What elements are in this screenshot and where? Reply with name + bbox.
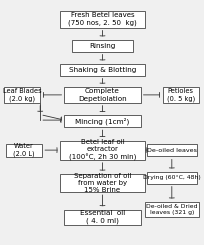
Text: Betel leaf oil
extractor
(100°C, 2h 30 min): Betel leaf oil extractor (100°C, 2h 30 m… [69,139,135,161]
FancyBboxPatch shape [6,144,42,157]
FancyBboxPatch shape [4,87,40,103]
FancyBboxPatch shape [64,209,140,225]
FancyBboxPatch shape [60,11,144,28]
FancyBboxPatch shape [64,115,140,127]
Text: Separation of oil
from water by
15% Brine: Separation of oil from water by 15% Brin… [73,173,131,193]
FancyBboxPatch shape [64,87,140,103]
Text: De-oiled & Dried
leaves (321 g): De-oiled & Dried leaves (321 g) [145,204,197,215]
Text: De-oiled leaves: De-oiled leaves [146,147,196,153]
FancyBboxPatch shape [60,140,144,160]
FancyBboxPatch shape [72,40,132,52]
Text: Shaking & Blotting: Shaking & Blotting [69,67,135,73]
FancyBboxPatch shape [60,64,144,76]
FancyBboxPatch shape [162,87,198,103]
Text: Water
(2.0 L): Water (2.0 L) [13,143,35,157]
FancyBboxPatch shape [146,144,196,156]
FancyBboxPatch shape [144,202,198,217]
Text: Leaf Blades
(2.0 kg): Leaf Blades (2.0 kg) [3,88,41,102]
Text: Fresh Betel leaves
(750 nos, 2. 50  kg): Fresh Betel leaves (750 nos, 2. 50 kg) [68,12,136,26]
Text: Essential  oil
( 4. 0 ml): Essential oil ( 4. 0 ml) [80,210,124,224]
Text: Drying (60°C, 48h): Drying (60°C, 48h) [142,175,200,180]
FancyBboxPatch shape [146,172,196,184]
Text: Rinsing: Rinsing [89,43,115,49]
Text: Petioles
(0. 5 kg): Petioles (0. 5 kg) [166,88,194,102]
FancyBboxPatch shape [60,174,144,192]
Text: Complete
Depetiolation: Complete Depetiolation [78,88,126,101]
Text: Mincing (1cm²): Mincing (1cm²) [75,118,129,125]
